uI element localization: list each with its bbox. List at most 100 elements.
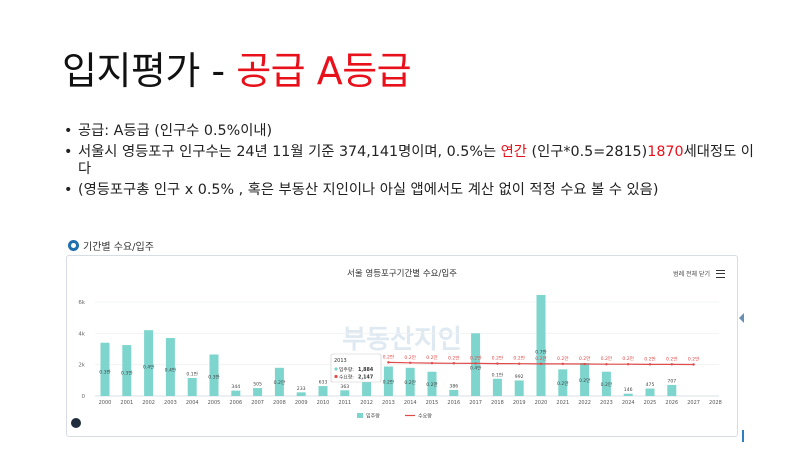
tooltip-supply-dot [334, 367, 338, 371]
demand-data-label: 0.2만 [622, 355, 634, 362]
supply-data-label: 0.2만 [383, 379, 395, 386]
supply-bar [340, 390, 350, 396]
supply-bar [187, 377, 197, 396]
supply-data-label: 0.7만 [535, 349, 547, 356]
x-tick-label: 2021 [556, 400, 569, 406]
supply-data-label: 386 [449, 383, 458, 389]
supply-bar [405, 367, 415, 396]
y-tick-label: 2k [78, 363, 85, 369]
x-tick-label: 2013 [382, 400, 395, 406]
x-tick-label: 2024 [622, 400, 635, 406]
demand-point [605, 362, 608, 366]
tooltip-supply-label: 입주량: [339, 366, 354, 373]
demand-point [670, 363, 673, 366]
chart-controls[interactable]: 범례 전체 닫기 [673, 269, 725, 278]
tooltip-demand-value: 2,147 [358, 375, 373, 381]
tooltip-supply-value: 1,884 [358, 367, 374, 373]
demand-point [452, 362, 455, 365]
supply-data-label: 233 [297, 386, 306, 392]
bullet-2-red-2: 1870 [647, 144, 684, 160]
y-tick-label: 6k [78, 300, 85, 306]
demand-data-label: 0.2만 [666, 355, 678, 362]
x-tick-label: 2019 [513, 400, 526, 406]
x-tick-label: 2012 [360, 400, 373, 406]
demand-point [409, 361, 412, 364]
supply-data-label: 0.1만 [186, 370, 198, 377]
slide-title: 입지평가 - 공급 A등급 [62, 40, 412, 95]
supply-data-label: 992 [515, 374, 524, 380]
demand-point [583, 362, 586, 366]
logo-icon [71, 418, 81, 428]
x-tick-label: 2025 [644, 400, 657, 406]
menu-icon[interactable] [716, 269, 725, 278]
section-title: 기간별 수요/입주 [68, 238, 154, 253]
demand-point [518, 362, 521, 365]
supply-data-label: 0.3만 [99, 369, 111, 376]
bullet-2-text-a: 서울시 영등포구 인구수는 24년 11월 기준 374,141명이며, 0.5… [78, 144, 501, 160]
x-tick-label: 2016 [447, 400, 460, 406]
bullet-2-red-1: 연간 [500, 144, 527, 160]
demand-data-label: 0.2만 [448, 354, 460, 361]
demand-point [387, 361, 390, 364]
x-tick-label: 2015 [426, 400, 439, 406]
x-tick-label: 2002 [142, 400, 155, 406]
supply-bar [253, 388, 263, 396]
supply-bar [645, 388, 655, 396]
x-tick-label: 2011 [338, 400, 351, 406]
section-title-text: 기간별 수요/입주 [83, 242, 154, 253]
x-tick-label: 2010 [317, 400, 330, 406]
x-tick-label: 2004 [186, 400, 199, 406]
supply-data-label: 0.4만 [143, 363, 155, 370]
supply-data-label: 363 [340, 384, 349, 390]
demand-data-label: 0.2만 [513, 355, 525, 362]
bullet-item-2: 서울시 영등포구 인구수는 24년 11월 기준 374,141명이며, 0.5… [64, 144, 754, 178]
x-tick-label: 2000 [99, 400, 112, 406]
supply-bar [362, 380, 372, 396]
supply-data-label: 475 [646, 382, 655, 388]
demand-point [474, 362, 477, 365]
chart-title: 서울 영등포구기간별 수요/입주 [347, 269, 457, 279]
supply-bar [623, 393, 633, 396]
demand-data-label: 0.2만 [601, 355, 613, 362]
demand-data-label: 0.2만 [644, 355, 656, 362]
y-tick-label: 0 [82, 394, 86, 400]
x-tick-label: 2026 [665, 400, 678, 406]
supply-bar [100, 342, 110, 396]
legend-demand-label: 수요량 [418, 413, 432, 420]
legend-supply-swatch [357, 413, 363, 418]
demand-point [561, 362, 564, 366]
supply-bar [427, 371, 437, 396]
x-tick-label: 2005 [208, 400, 221, 406]
demand-point [627, 362, 630, 366]
demand-data-label: 0.2만 [383, 353, 395, 360]
bullet-list: 공급: A등급 (인구수 0.5%이내) 서울시 영등포구 인구수는 24년 1… [64, 123, 754, 203]
demand-point [496, 362, 499, 365]
supply-bar [274, 367, 284, 396]
bullet-2-text-c: 세대정도 이다 [78, 144, 754, 177]
supply-bar [296, 392, 306, 396]
supply-data-label: 633 [319, 380, 328, 386]
supply-bar [514, 380, 524, 396]
supply-bar [165, 338, 175, 396]
x-tick-label: 2023 [600, 400, 613, 406]
title-accent: 공급 A등급 [236, 49, 412, 93]
demand-data-label: 0.2만 [426, 354, 438, 361]
supply-data-label: 0.2만 [579, 377, 591, 384]
supply-data-label: 707 [667, 378, 676, 384]
x-tick-label: 2003 [164, 400, 177, 406]
supply-bar [122, 345, 132, 396]
supply-bar [383, 366, 393, 396]
supply-data-label: 0.2만 [426, 381, 438, 388]
chart-plot: 부동산지인 0 2k 4k 6k 0.3만 0.3만 0.4만 0.4만 0.1만 0.3만 344 5… [78, 294, 722, 420]
y-tick-label: 4k [78, 331, 85, 337]
supply-data-label: 0.4만 [165, 367, 177, 374]
demand-point [648, 363, 652, 366]
supply-bar [209, 354, 219, 396]
collapse-arrow-icon[interactable] [739, 313, 744, 323]
demand-data-label: 0.2만 [404, 354, 416, 361]
demand-data-label: 0.2만 [579, 355, 591, 362]
supply-data-label: 0.2만 [404, 379, 416, 386]
legend-toggle-label[interactable]: 범례 전체 닫기 [673, 271, 710, 278]
supply-data-label: 505 [253, 382, 262, 388]
x-tick-label: 2007 [251, 400, 264, 406]
